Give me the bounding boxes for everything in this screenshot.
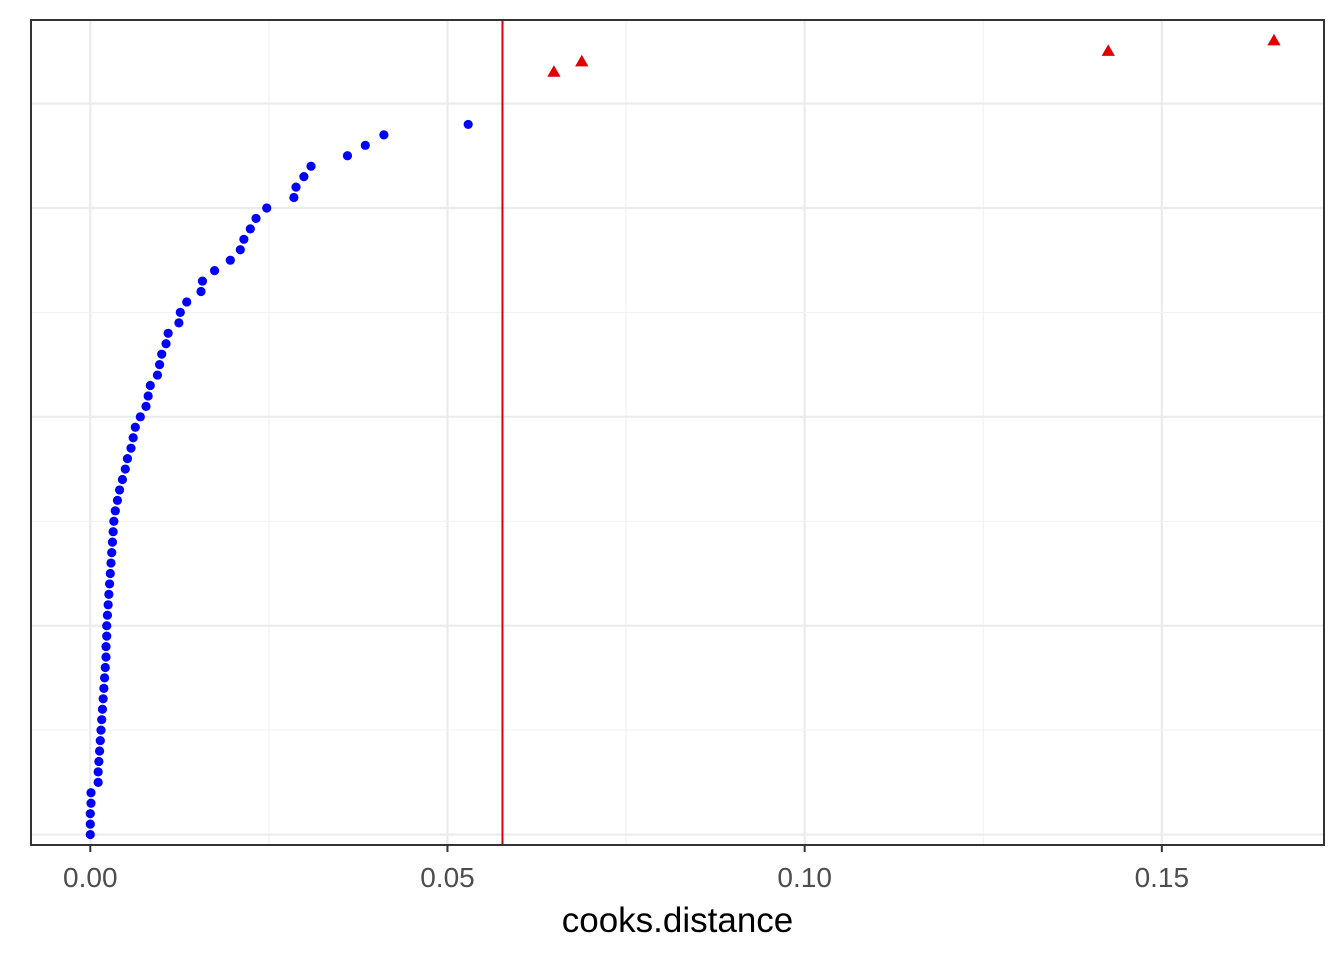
data-point	[85, 829, 95, 840]
grid-lines	[31, 20, 1324, 845]
data-point	[102, 621, 112, 631]
data-point	[239, 234, 249, 244]
data-point	[379, 130, 389, 140]
data-point	[101, 652, 111, 662]
data-point	[117, 474, 128, 485]
data-point	[114, 485, 125, 495]
data-point	[289, 192, 299, 203]
data-point	[174, 318, 184, 328]
data-point	[262, 203, 272, 213]
data-point	[104, 579, 115, 589]
data-point	[145, 380, 155, 391]
data-point	[105, 568, 115, 579]
data-point	[161, 339, 171, 349]
data-point	[306, 161, 316, 171]
data-point	[110, 506, 120, 516]
data-point	[197, 276, 208, 286]
data-point	[104, 589, 114, 599]
data-point	[235, 245, 245, 255]
data-point	[122, 454, 133, 464]
data-point	[97, 704, 108, 714]
data-point	[97, 715, 107, 725]
data-point	[109, 516, 119, 526]
data-point	[107, 537, 118, 547]
data-point	[225, 255, 235, 265]
data-point	[251, 213, 261, 224]
data-point	[99, 683, 109, 693]
x-axis: 0.00 0.05 0.10 0.15	[63, 845, 1189, 893]
data-point	[93, 767, 103, 777]
data-point	[101, 641, 111, 652]
data-point	[107, 547, 117, 558]
x-tick-label: 0.00	[63, 862, 118, 893]
influential-point	[575, 54, 589, 67]
data-point	[98, 694, 108, 704]
data-point	[175, 307, 185, 318]
data-point	[182, 297, 192, 307]
data-point	[128, 433, 138, 443]
data-point	[100, 662, 110, 673]
data-point	[85, 809, 95, 819]
data-point	[154, 360, 165, 370]
influential-point	[1101, 44, 1115, 56]
data-point	[112, 495, 123, 505]
data-point	[120, 464, 130, 474]
data-point	[163, 328, 173, 338]
data-point	[360, 140, 370, 150]
data-point	[152, 370, 163, 380]
data-point	[141, 401, 151, 411]
panel-border	[30, 19, 1325, 846]
data-point	[86, 788, 96, 798]
data-point	[196, 286, 206, 297]
x-tick-label: 0.10	[777, 862, 832, 893]
data-point	[95, 735, 105, 746]
data-point	[106, 558, 116, 568]
data-point	[157, 349, 167, 359]
data-point	[102, 631, 112, 641]
data-point	[135, 412, 145, 422]
data-point	[299, 172, 309, 182]
data-point	[463, 119, 473, 130]
data-point	[102, 610, 113, 620]
data-point	[143, 391, 153, 401]
x-axis-title: cooks.distance	[562, 901, 794, 940]
data-point	[96, 725, 106, 735]
data-point	[99, 673, 110, 683]
data-point	[291, 182, 301, 192]
data-point	[108, 527, 118, 537]
influential-point	[1267, 33, 1281, 46]
x-tick-label: 0.05	[420, 862, 475, 893]
data-point	[130, 422, 140, 432]
data-point	[93, 777, 103, 787]
data-points	[85, 33, 1281, 840]
data-point	[86, 798, 96, 808]
data-point	[342, 151, 353, 161]
data-point	[103, 600, 113, 610]
data-point	[94, 746, 105, 756]
x-tick-label: 0.15	[1135, 862, 1190, 893]
data-point	[85, 819, 95, 829]
influential-point	[547, 65, 561, 77]
data-point	[126, 443, 136, 453]
data-point	[245, 224, 255, 234]
data-point	[209, 266, 220, 276]
data-point	[94, 756, 104, 767]
